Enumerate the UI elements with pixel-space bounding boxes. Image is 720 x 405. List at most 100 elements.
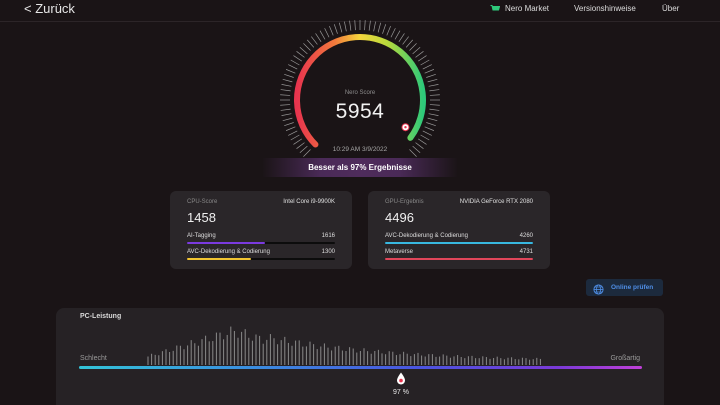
cpu-row-value: 1616 (321, 233, 335, 239)
gauge-tick (429, 108, 440, 111)
gauge-tick (296, 142, 305, 149)
gauge-tick (368, 20, 371, 31)
pc-performance-title: PC-Leistung (80, 313, 122, 320)
gauge-tick (422, 64, 432, 70)
gauge-tick (415, 51, 424, 58)
gauge-tick (409, 149, 417, 157)
gauge-tick (390, 28, 396, 38)
cpu-row-track (187, 258, 335, 260)
gauge-tick (415, 142, 424, 149)
gauge-tick (324, 28, 330, 38)
gauge-tick (344, 21, 347, 32)
gauge-tick (427, 78, 438, 83)
gauge-tick (293, 55, 302, 62)
nav-nero-market-label: Nero Market (505, 4, 550, 13)
gauge-tick (280, 94, 291, 96)
gpu-row-value: 4731 (519, 249, 533, 255)
gpu-score-value: 4496 (385, 210, 414, 225)
gauge-tick (290, 134, 300, 141)
gauge-tick (288, 64, 298, 70)
gauge-tick (420, 134, 430, 141)
gauge-tick (402, 36, 409, 45)
gauge-tick (284, 122, 294, 127)
online-check-button[interactable]: Online prüfen (586, 279, 663, 296)
gpu-device-name: NVIDIA GeForce RTX 2080 (459, 199, 533, 205)
gauge-tick (281, 113, 292, 116)
online-check-label: Online prüfen (611, 284, 654, 291)
cpu-score-value: 1458 (187, 210, 216, 225)
gauge-tick (428, 113, 439, 116)
gauge-tick (285, 69, 296, 74)
score-caption: Nero Score (344, 90, 376, 96)
gpu-score-card: GPU-Ergebnis NVIDIA GeForce RTX 2080 449… (368, 191, 550, 269)
globe-icon (593, 282, 604, 300)
cpu-row-bar (187, 242, 266, 244)
gauge-tick (329, 25, 334, 36)
gauge-tick (349, 20, 352, 31)
percentile-label: 97 % (393, 389, 409, 396)
gauge-tick (296, 51, 305, 58)
gauge-tick (420, 59, 430, 66)
gauge-tick (426, 122, 436, 127)
gpu-row-track (385, 242, 533, 244)
cpu-row-bar (187, 258, 251, 260)
gauge-needle-center (404, 126, 407, 129)
score-gauge (280, 20, 440, 157)
gauge-tick (282, 117, 293, 122)
gpu-score-label: GPU-Ergebnis (385, 199, 424, 205)
gauge-tick (429, 94, 440, 96)
gauge-tick (281, 84, 292, 87)
gpu-row-bar (385, 258, 533, 260)
result-banner-text: Besser als 97% Ergebnisse (308, 163, 412, 172)
gauge-tick (303, 43, 311, 51)
back-button[interactable]: < Zurück (24, 1, 75, 16)
cpu-row-label: AVC-Dekodierung & Codierung (187, 249, 270, 255)
gauge-arc (294, 34, 426, 148)
gauge-tick (405, 39, 414, 48)
nero-score-value: 5954 (335, 100, 385, 123)
gauge-tick (280, 108, 291, 111)
gauge-tick (418, 138, 427, 145)
gauge-tick (315, 33, 322, 42)
pc-performance-panel: PC-Leistung Schlecht Großartig 97 % (56, 308, 664, 405)
gauge-tick (288, 130, 298, 136)
gauge-tick (386, 25, 391, 36)
percentile-marker-icon (396, 372, 406, 390)
nav-about[interactable]: Über (662, 4, 680, 13)
gauge-tick (280, 104, 291, 106)
gauge-tick (424, 69, 435, 74)
nav-nero-market[interactable]: Nero Market (490, 4, 549, 13)
gauge-ticks (280, 20, 440, 157)
gauge-tick (285, 126, 296, 131)
gauge-tick (293, 138, 302, 145)
performance-scale-bar (79, 366, 642, 369)
performance-histogram (147, 326, 541, 365)
gauge-tick (303, 149, 311, 157)
gauge-tick (338, 22, 343, 33)
gauge-tick (424, 126, 435, 131)
cpu-score-label: CPU-Score (187, 199, 218, 205)
scale-high-label: Großartig (610, 355, 640, 362)
gauge-tick (333, 24, 338, 34)
cpu-row-track (187, 242, 335, 244)
gauge-tick (373, 21, 376, 32)
gauge-tick (394, 30, 401, 40)
gauge-tick (412, 145, 421, 154)
gauge-tick (429, 104, 440, 106)
gpu-row-bar (385, 242, 533, 244)
gauge-tick (377, 22, 382, 33)
gauge-tick (311, 36, 318, 45)
gpu-row-label: Metaverse (385, 249, 414, 255)
cart-icon (490, 5, 500, 12)
cpu-row-value: 1300 (321, 249, 335, 255)
gauge-tick (409, 43, 417, 51)
gauge-tick (319, 30, 326, 40)
gauge-tick (418, 55, 427, 62)
gauge-tick (428, 84, 439, 87)
result-banner (262, 158, 458, 177)
score-datetime: 10:29 AM 3/9/2022 (332, 146, 388, 153)
nav-release-notes[interactable]: Versionshinweise (574, 4, 636, 13)
gpu-row-label: AVC-Dekodierung & Codierung (385, 233, 468, 239)
scale-low-label: Schlecht (80, 355, 107, 362)
gauge-tick (299, 145, 308, 154)
